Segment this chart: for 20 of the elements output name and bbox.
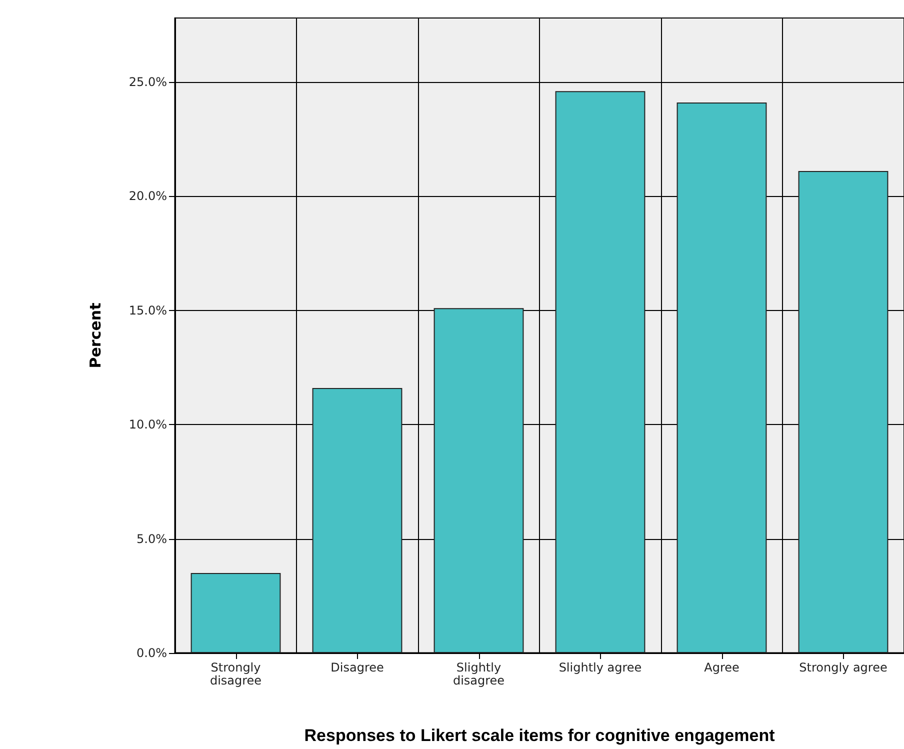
x-tick-label: Disagree	[330, 660, 384, 674]
x-tick-label: Slightly agree	[558, 660, 642, 674]
y-tick-label: 10.0%	[128, 418, 167, 432]
y-tick-label: 0.0%	[136, 646, 167, 660]
x-tick-label: Strongly disagree	[210, 660, 262, 688]
y-tick-label: 5.0%	[136, 532, 167, 546]
y-axis-title: Percent	[86, 302, 104, 368]
x-tick-label: Agree	[704, 660, 740, 674]
bar	[676, 102, 767, 653]
bar	[434, 308, 524, 653]
bar	[555, 91, 646, 653]
x-tick-label: Slightly disagree	[452, 660, 505, 688]
y-tick-label: 15.0%	[128, 303, 167, 318]
bar	[312, 388, 402, 653]
y-tick-label: 20.0%	[128, 189, 167, 204]
x-axis-title: Responses to Likert scale items for cognitive engagement	[304, 726, 776, 745]
bar	[190, 573, 281, 653]
bar	[798, 171, 888, 653]
y-tick-label: 25.0%	[128, 74, 167, 89]
x-tick-label: Strongly agree	[799, 660, 888, 674]
